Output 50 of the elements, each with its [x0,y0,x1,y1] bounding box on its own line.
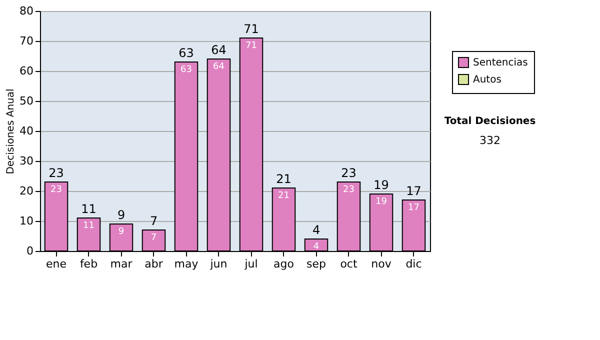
x-tick-label: nov [371,258,392,270]
x-tick-label: abr [144,258,164,270]
data-label: 23 [50,185,62,195]
data-label: 71 [246,41,257,51]
data-label: 17 [408,203,420,213]
total-label: 11 [81,202,96,216]
x-tick-label: ago [274,258,294,270]
data-label: 4 [313,242,320,252]
x-tick-label: mar [110,258,133,270]
total-label: 64 [211,43,226,57]
x-tick-label: may [174,258,199,270]
y-tick-label: 30 [20,154,34,168]
x-tick-label: sep [306,258,326,270]
total-label: 9 [117,208,126,222]
y-tick-label: 0 [26,244,34,258]
y-tick-label: 20 [20,184,34,198]
text: 332 [480,134,500,147]
total-label: 63 [178,46,194,60]
text: Total Decisiones [444,116,536,127]
total-label: 23 [48,166,64,180]
total-label: 19 [374,178,389,192]
x-tick-label: ene [46,258,67,270]
legend-label: Sentencias [473,58,528,68]
y-tick-label: 50 [20,94,34,108]
legend-label: Autos [473,74,502,86]
y-axis-title: Decisiones Anual [6,88,17,174]
total-label: 23 [341,166,356,180]
total-label: 21 [276,172,292,186]
data-label: 21 [278,191,290,201]
x-tick-label: jul [244,258,258,270]
y-tick-label: 40 [20,124,34,138]
total-label: 4 [312,223,320,237]
x-tick-label: jun [209,258,228,270]
data-label: 64 [213,62,225,72]
data-label: 7 [150,233,157,243]
total-label: 17 [406,184,422,198]
data-label: 9 [118,227,124,237]
y-tick-label: 70 [20,34,34,48]
total-label: 71 [244,22,259,36]
data-label: 23 [343,185,354,195]
data-label: 63 [180,65,192,75]
y-tick-label: 80 [20,4,34,18]
total-label: 7 [150,214,158,228]
data-label: 11 [83,221,94,231]
y-tick-label: 60 [20,64,34,78]
y-tick-label: 10 [20,214,34,228]
x-tick-label: dic [406,258,422,270]
data-label: 19 [376,197,388,207]
x-tick-label: oct [340,258,358,270]
x-tick-label: feb [80,258,98,270]
